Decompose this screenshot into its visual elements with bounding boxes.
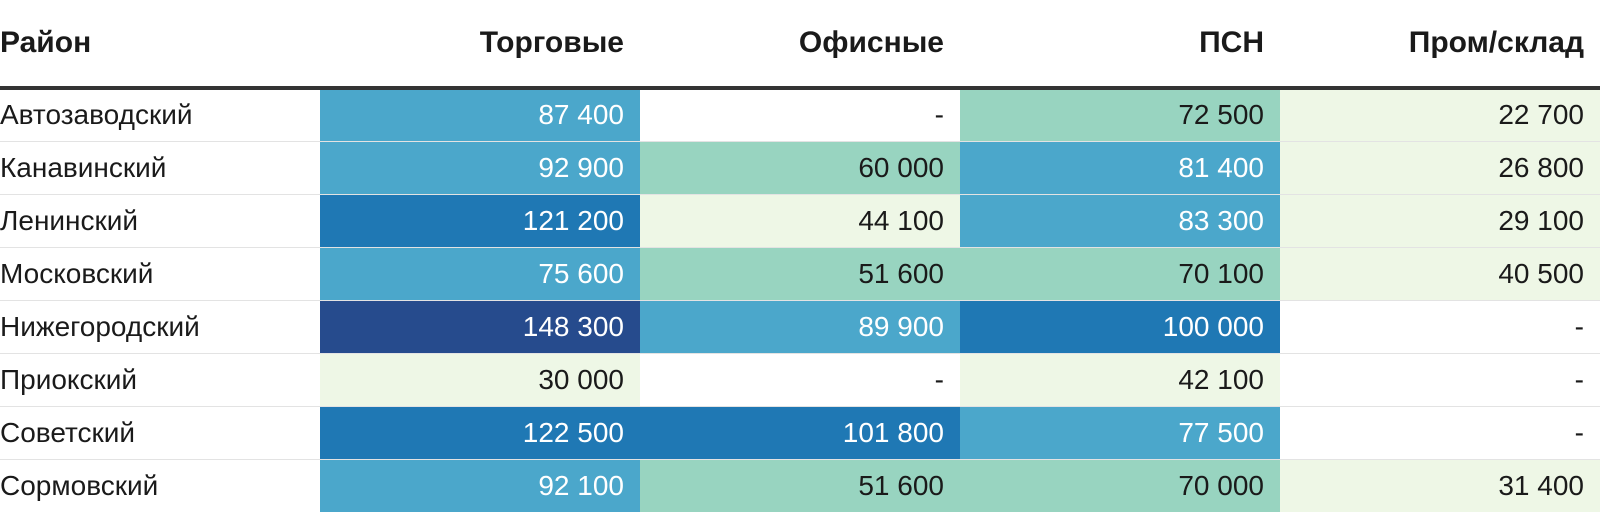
value-cell: 29 100	[1280, 194, 1600, 248]
table-row: Автозаводский 87 400-72 500 22 700	[0, 88, 1600, 142]
value-cell: 83 300	[960, 194, 1280, 248]
value-cell: 148 300	[320, 300, 640, 354]
value-cell: 121 200	[320, 194, 640, 248]
value-cell: 89 900	[640, 300, 960, 354]
value-cell: 51 600	[640, 247, 960, 301]
value-cell: -	[1280, 406, 1600, 460]
district-cell: Автозаводский	[0, 88, 320, 142]
table-row: Нижегородский 148 300 89 900 100 000-	[0, 300, 1600, 354]
value-cell: 26 800	[1280, 141, 1600, 195]
district-cell: Приокский	[0, 353, 320, 407]
value-cell: -	[1280, 300, 1600, 354]
value-cell: 30 000	[320, 353, 640, 407]
value-cell: 77 500	[960, 406, 1280, 460]
column-header-office: Офисные	[640, 0, 960, 90]
value-cell: -	[640, 353, 960, 407]
table-row: Московский 75 600 51 600 70 100 40 500	[0, 247, 1600, 301]
column-header-industrial: Пром/склад	[1280, 0, 1600, 90]
value-cell: 22 700	[1280, 88, 1600, 142]
value-cell: 31 400	[1280, 459, 1600, 512]
value-cell: 72 500	[960, 88, 1280, 142]
value-cell: 100 000	[960, 300, 1280, 354]
column-header-district: Район	[0, 0, 320, 90]
table-row: Канавинский 92 900 60 000 81 400 26 800	[0, 141, 1600, 195]
value-cell: 51 600	[640, 459, 960, 512]
value-cell: 60 000	[640, 141, 960, 195]
header-row: Район Торговые Офисные ПСН Пром/склад	[0, 0, 1600, 90]
district-cell: Канавинский	[0, 141, 320, 195]
value-cell: -	[1280, 353, 1600, 407]
table-row: Советский 122 500 101 800 77 500-	[0, 406, 1600, 460]
value-cell: 40 500	[1280, 247, 1600, 301]
value-cell: 87 400	[320, 88, 640, 142]
value-cell: 70 100	[960, 247, 1280, 301]
value-cell: 44 100	[640, 194, 960, 248]
value-cell: 122 500	[320, 406, 640, 460]
district-cell: Ленинский	[0, 194, 320, 248]
value-cell: 70 000	[960, 459, 1280, 512]
value-cell: -	[640, 88, 960, 142]
value-cell: 101 800	[640, 406, 960, 460]
table-row: Сормовский 92 100 51 600 70 000 31 400	[0, 459, 1600, 512]
value-cell: 81 400	[960, 141, 1280, 195]
column-header-psn: ПСН	[960, 0, 1280, 90]
value-cell: 42 100	[960, 353, 1280, 407]
district-cell: Нижегородский	[0, 300, 320, 354]
table-row: Ленинский 121 200 44 100 83 300 29 100	[0, 194, 1600, 248]
district-cell: Сормовский	[0, 469, 159, 501]
column-header-retail: Торговые	[320, 0, 640, 90]
table-body: Автозаводский 87 400-72 500 22 700 Канавинс…	[0, 88, 1600, 512]
value-cell: 92 900	[320, 141, 640, 195]
district-cell: Московский	[0, 247, 320, 301]
district-cell: Советский	[0, 406, 320, 460]
value-cell: 92 100	[320, 459, 640, 512]
table-header: Район Торговые Офисные ПСН Пром/склад	[0, 0, 1600, 90]
value-cell: 75 600	[320, 247, 640, 301]
table-row: Приокский 30 000-42 100-	[0, 353, 1600, 407]
heatmap-table: Район Торговые Офисные ПСН Пром/склад Ав…	[0, 0, 1600, 512]
